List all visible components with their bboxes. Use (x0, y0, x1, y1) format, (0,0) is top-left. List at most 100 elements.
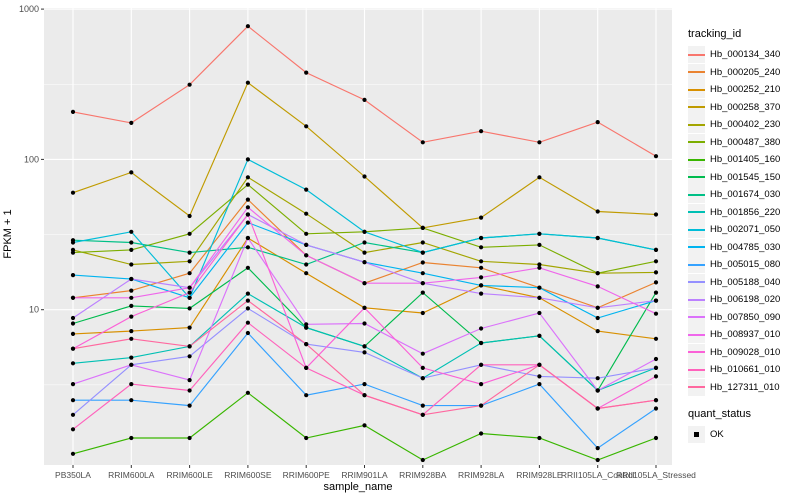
data-point (653, 356, 659, 362)
legend-key-line-icon (688, 291, 705, 309)
y-tick-label: 100 (24, 154, 39, 164)
data-point (537, 262, 542, 267)
legend-entry-label: Hb_005015_080 (710, 259, 781, 271)
data-point (70, 427, 76, 432)
legend-key-line-icon (688, 186, 705, 204)
data-point (70, 240, 76, 245)
legend-key-line-icon (688, 221, 705, 239)
data-point (362, 281, 367, 286)
legend-key-line-icon (688, 326, 705, 344)
legend-entry-Hb_005188_040: Hb_005188_040 (688, 273, 800, 292)
data-point (70, 398, 76, 403)
x-tick-label: RRII105LA_Stressed (616, 470, 696, 480)
quant-ok-key-icon (688, 426, 705, 444)
data-point (653, 374, 659, 379)
data-point (653, 365, 659, 370)
data-point (304, 322, 309, 327)
legend-entry-Hb_127311_010: Hb_127311_010 (688, 378, 800, 397)
data-point (187, 250, 192, 255)
data-point (70, 321, 76, 326)
legend-entry-label: Hb_000252_210 (710, 84, 781, 96)
data-point (187, 378, 192, 383)
legend-entry-label: Hb_006198_020 (710, 294, 781, 306)
legend-entry-Hb_007850_090: Hb_007850_090 (688, 308, 800, 327)
legend-title-quant-status: quant_status (688, 408, 751, 420)
legend-entry-label: Hb_000402_230 (710, 119, 781, 131)
data-point (479, 215, 484, 220)
data-point (245, 220, 250, 225)
x-tick-label: RRIM928LA (458, 470, 505, 480)
data-point (537, 362, 542, 367)
legend-entry-label: Hb_007850_090 (710, 311, 781, 323)
data-point (129, 247, 134, 252)
data-point (595, 457, 600, 463)
data-point (479, 431, 484, 436)
legend-key-line-icon (688, 256, 705, 274)
data-point (362, 260, 367, 265)
data-point (362, 321, 367, 326)
data-point (653, 311, 659, 316)
data-point (595, 271, 600, 276)
legend-entry-Hb_000402_230: Hb_000402_230 (688, 116, 800, 134)
data-point (479, 259, 484, 264)
legend: tracking_id Hb_000134_340 Hb_000205_240 Hb… (688, 28, 800, 444)
data-point (653, 406, 659, 411)
data-point (129, 120, 134, 125)
data-point (304, 393, 309, 398)
data-point (479, 362, 484, 367)
data-point (595, 315, 600, 321)
legend-entry-label: Hb_010661_010 (710, 364, 781, 376)
data-point (420, 225, 425, 230)
data-point (304, 253, 309, 258)
data-point (304, 124, 309, 129)
data-point (245, 298, 250, 303)
data-point (129, 170, 134, 175)
data-point (304, 365, 309, 370)
data-point (245, 197, 250, 202)
legend-entry-Hb_000205_240: Hb_000205_240 (688, 63, 800, 82)
data-point (537, 435, 542, 441)
data-point (537, 242, 542, 247)
legend-entry-label: Hb_001545_150 (710, 171, 781, 183)
data-point (420, 351, 425, 356)
data-point (70, 451, 76, 456)
data-point (479, 326, 484, 331)
legend-entry-ok: OK (688, 426, 800, 444)
legend-key-line-icon (688, 98, 705, 116)
data-point (420, 376, 425, 381)
data-point (129, 229, 134, 234)
data-point (187, 213, 192, 219)
legend-entry-label: Hb_127311_010 (710, 381, 780, 393)
data-point (420, 240, 425, 245)
data-point (187, 403, 192, 408)
data-point (304, 211, 309, 216)
legend-entry-Hb_006198_020: Hb_006198_020 (688, 291, 800, 309)
data-point (187, 306, 192, 311)
data-point (245, 157, 250, 162)
data-point (420, 271, 425, 276)
data-point (362, 350, 367, 355)
data-point (304, 271, 309, 276)
data-point (420, 365, 425, 370)
data-point (129, 435, 134, 441)
x-tick-label: RRIM600PE (283, 470, 331, 480)
data-point (537, 140, 542, 145)
data-point (245, 245, 250, 250)
legend-entry-Hb_010661_010: Hb_010661_010 (688, 361, 800, 379)
legend-entry-label: Hb_009028_010 (710, 346, 781, 358)
data-point (653, 247, 659, 252)
legend-key-line-icon (688, 203, 705, 221)
legend-entry-label: Hb_004785_030 (710, 241, 781, 253)
legend-entry-Hb_005015_080: Hb_005015_080 (688, 256, 800, 274)
legend-entry-label: Hb_000487_380 (710, 136, 781, 148)
legend-key-line-icon (688, 273, 705, 291)
data-point (129, 295, 134, 300)
legend-key-line-icon (688, 308, 705, 326)
data-point (420, 281, 425, 286)
data-point (187, 271, 192, 276)
legend-entry-Hb_000258_370: Hb_000258_370 (688, 98, 800, 117)
x-tick-label: RRIM600LA (108, 470, 155, 480)
data-point (70, 109, 76, 114)
data-point (595, 388, 600, 393)
data-point (362, 229, 367, 234)
